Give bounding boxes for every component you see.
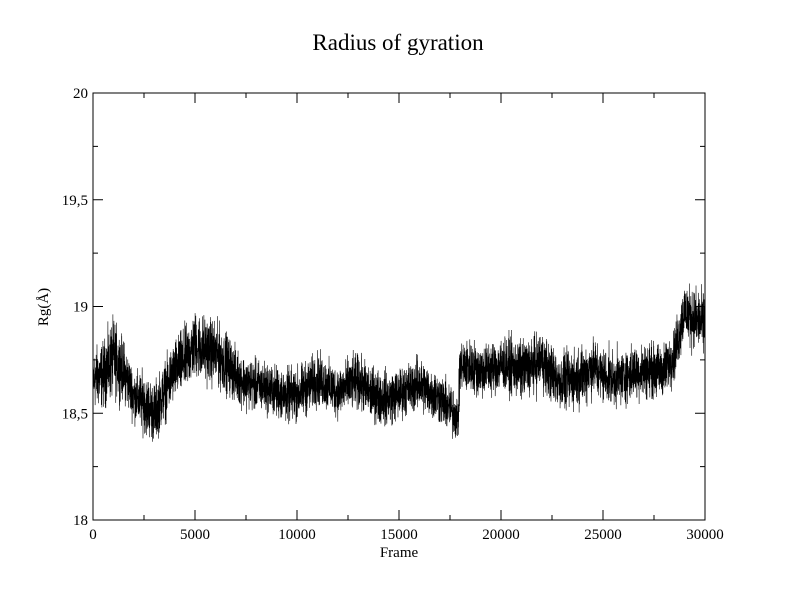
x-tick-label: 25000	[584, 527, 622, 543]
plot-frame	[92, 92, 706, 521]
x-tick-label: 0	[89, 527, 97, 543]
x-tick-label: 30000	[686, 527, 724, 543]
chart-title: Radius of gyration	[312, 30, 484, 55]
x-tick-label: 10000	[278, 527, 316, 543]
x-tick-label: 15000	[380, 527, 418, 543]
x-axis: 0 5000 10000 15000 20000 25000 30000	[89, 93, 724, 543]
x-tick-label: 5000	[180, 527, 210, 543]
x-tick-label: 20000	[482, 527, 520, 543]
rg-series-trace	[92, 283, 706, 442]
y-tick-label: 19	[73, 300, 88, 316]
y-tick-label: 19,5	[62, 193, 88, 209]
y-tick-label: 18,5	[62, 406, 88, 422]
y-axis-label: Rg(Å)	[36, 288, 52, 326]
y-tick-label: 18	[73, 513, 88, 529]
data-series-line	[92, 283, 706, 442]
y-tick-label: 20	[73, 86, 88, 102]
y-axis: 18 18,5 19 19,5 20	[62, 86, 705, 529]
x-axis-label: Frame	[380, 545, 419, 561]
